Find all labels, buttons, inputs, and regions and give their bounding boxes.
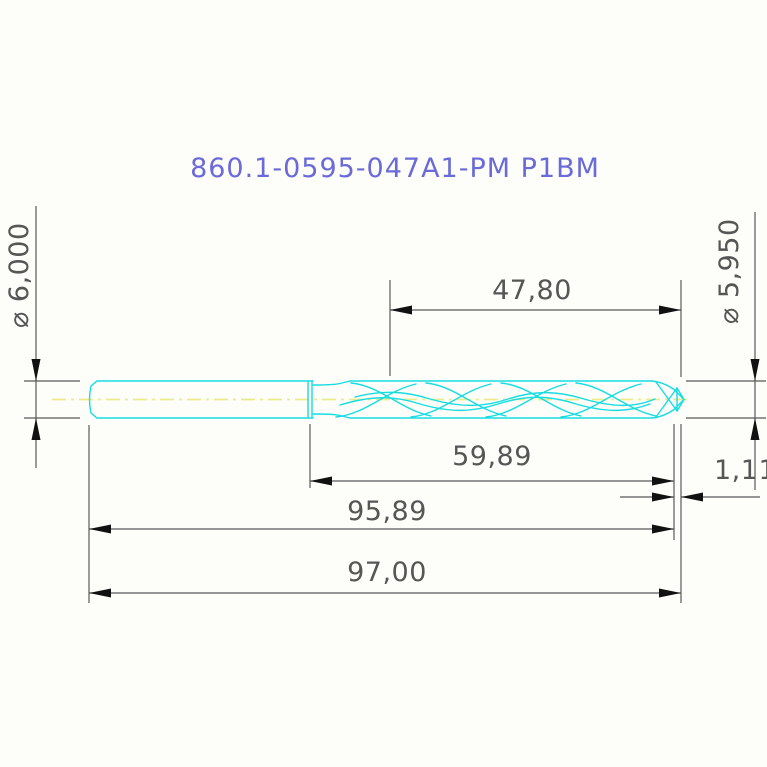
point-facet — [655, 387, 678, 418]
arrow-right-icon — [652, 524, 674, 534]
dim-overall-length — [89, 588, 681, 598]
flute-valley — [354, 391, 656, 407]
arrow-down-icon — [31, 359, 41, 381]
arrow-right-icon — [652, 476, 674, 486]
overall-length-label: 97,00 — [347, 557, 427, 588]
arrow-right-icon — [652, 492, 674, 502]
drawing-title: 860.1-0595-047A1-PM P1BM — [190, 153, 600, 184]
dim-point-diameter — [686, 212, 766, 490]
arrow-right-icon — [659, 305, 681, 315]
flute-helix — [410, 383, 492, 418]
arrow-down-icon — [750, 359, 760, 381]
drill-body — [88, 380, 685, 419]
arrow-up-icon — [31, 418, 41, 440]
point-bottom — [651, 400, 683, 419]
point-length-label: 1,11 — [714, 455, 767, 486]
flute-length-label: 59,89 — [452, 441, 532, 472]
flute-helix — [425, 382, 507, 417]
arrow-left-icon — [390, 305, 412, 315]
shank-diameter-label: ⌀ 6,000 — [4, 222, 35, 328]
arrow-left-icon — [310, 476, 332, 486]
arrow-up-icon — [750, 418, 760, 440]
flute-helix — [485, 383, 567, 418]
point-facet — [655, 381, 678, 412]
point-facet — [676, 387, 685, 401]
flute-to-tip-length-label: 47,80 — [492, 275, 572, 306]
neck-bottom — [312, 413, 351, 419]
arrow-right-icon — [659, 588, 681, 598]
flute-valley — [339, 396, 651, 412]
point-facet — [676, 398, 685, 412]
flute-helix — [500, 382, 582, 417]
flute-helix — [560, 383, 642, 418]
dim-flute-to-tip — [389, 280, 682, 377]
arrow-left-icon — [89, 524, 111, 534]
body-length-label: 95,89 — [347, 496, 427, 527]
point-top — [651, 380, 683, 399]
dim-point-length — [620, 424, 760, 603]
dim-shank-diameter — [24, 206, 80, 468]
neck-top — [312, 380, 351, 386]
shank-outline — [88, 380, 314, 419]
flute-helix — [575, 382, 657, 417]
arrow-left-icon — [681, 492, 703, 502]
dim-flute-length — [309, 424, 674, 488]
arrow-left-icon — [89, 588, 111, 598]
point-diameter-label: ⌀ 5,950 — [714, 218, 745, 324]
dim-body-length — [88, 425, 674, 603]
flute-helix — [335, 383, 417, 418]
